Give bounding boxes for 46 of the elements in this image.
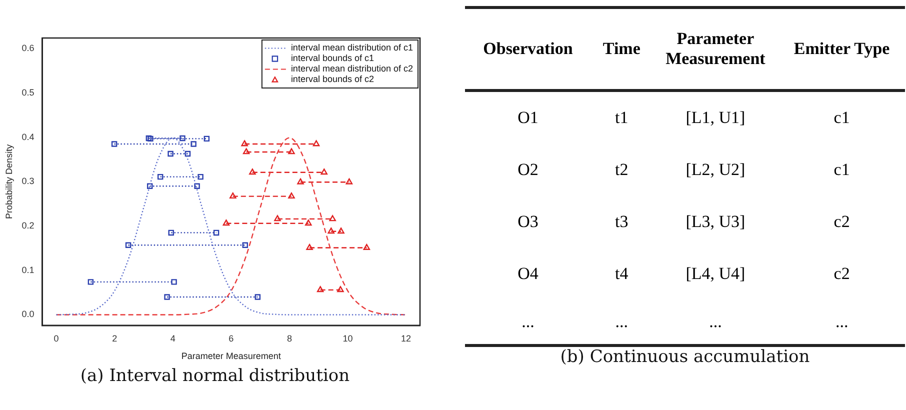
text: ... (778, 300, 905, 346)
text: O4 (516, 263, 540, 285)
text: O2 (516, 159, 540, 181)
text: O1 (516, 107, 540, 129)
text: ... (591, 300, 652, 346)
legend-label: interval bounds of c2 (290, 74, 374, 84)
text: [L3, U3] (684, 211, 746, 233)
text: t2 (614, 159, 630, 181)
x-tick-label: 8 (286, 333, 292, 344)
text: [L4, U4] (684, 263, 746, 285)
x-tick-label: 2 (112, 333, 118, 344)
x-tick-label: 4 (170, 333, 176, 344)
text: c1 (832, 159, 851, 181)
legend-label: interval mean distribution of c1 (290, 42, 413, 53)
y-tick-label: 0.1 (22, 264, 34, 275)
text: [L2, U2] (684, 159, 746, 181)
y-tick-label: 0.6 (22, 43, 34, 54)
text: ... (465, 300, 592, 346)
text: c2 (832, 211, 851, 233)
text: t4 (614, 263, 630, 285)
x-tick-label: 10 (342, 333, 353, 344)
text: (a) Interval normal distribution (79, 366, 351, 386)
text: Time (591, 8, 652, 90)
y-tick-label: 0.5 (22, 87, 34, 98)
text: [L1, U1] (684, 107, 746, 129)
text: ... (652, 300, 779, 346)
x-tick-label: 0 (54, 333, 59, 344)
text: (b) Continuous accumulation (559, 347, 811, 367)
y-tick-label: 0.2 (22, 220, 34, 231)
x-axis-title: Parameter Measurement (181, 351, 282, 362)
text: Parameter Measurement (652, 8, 779, 90)
text: t1 (614, 107, 630, 129)
text: Emitter Type (778, 8, 905, 90)
text: c1 (832, 107, 851, 129)
y-tick-label: 0.4 (22, 132, 34, 142)
x-tick-label: 6 (228, 333, 234, 344)
text: c2 (832, 263, 851, 285)
text: O3 (516, 211, 540, 233)
x-tick-label: 12 (401, 333, 412, 344)
y-tick-label: 0.3 (22, 176, 34, 186)
text: Observation (465, 8, 592, 90)
text: t3 (614, 211, 630, 233)
y-axis-title: Probability Density (4, 144, 14, 219)
y-tick-label: 0.0 (22, 309, 34, 320)
legend-label: interval mean distribution of c2 (290, 64, 413, 74)
legend-label: interval bounds of c1 (290, 53, 374, 64)
